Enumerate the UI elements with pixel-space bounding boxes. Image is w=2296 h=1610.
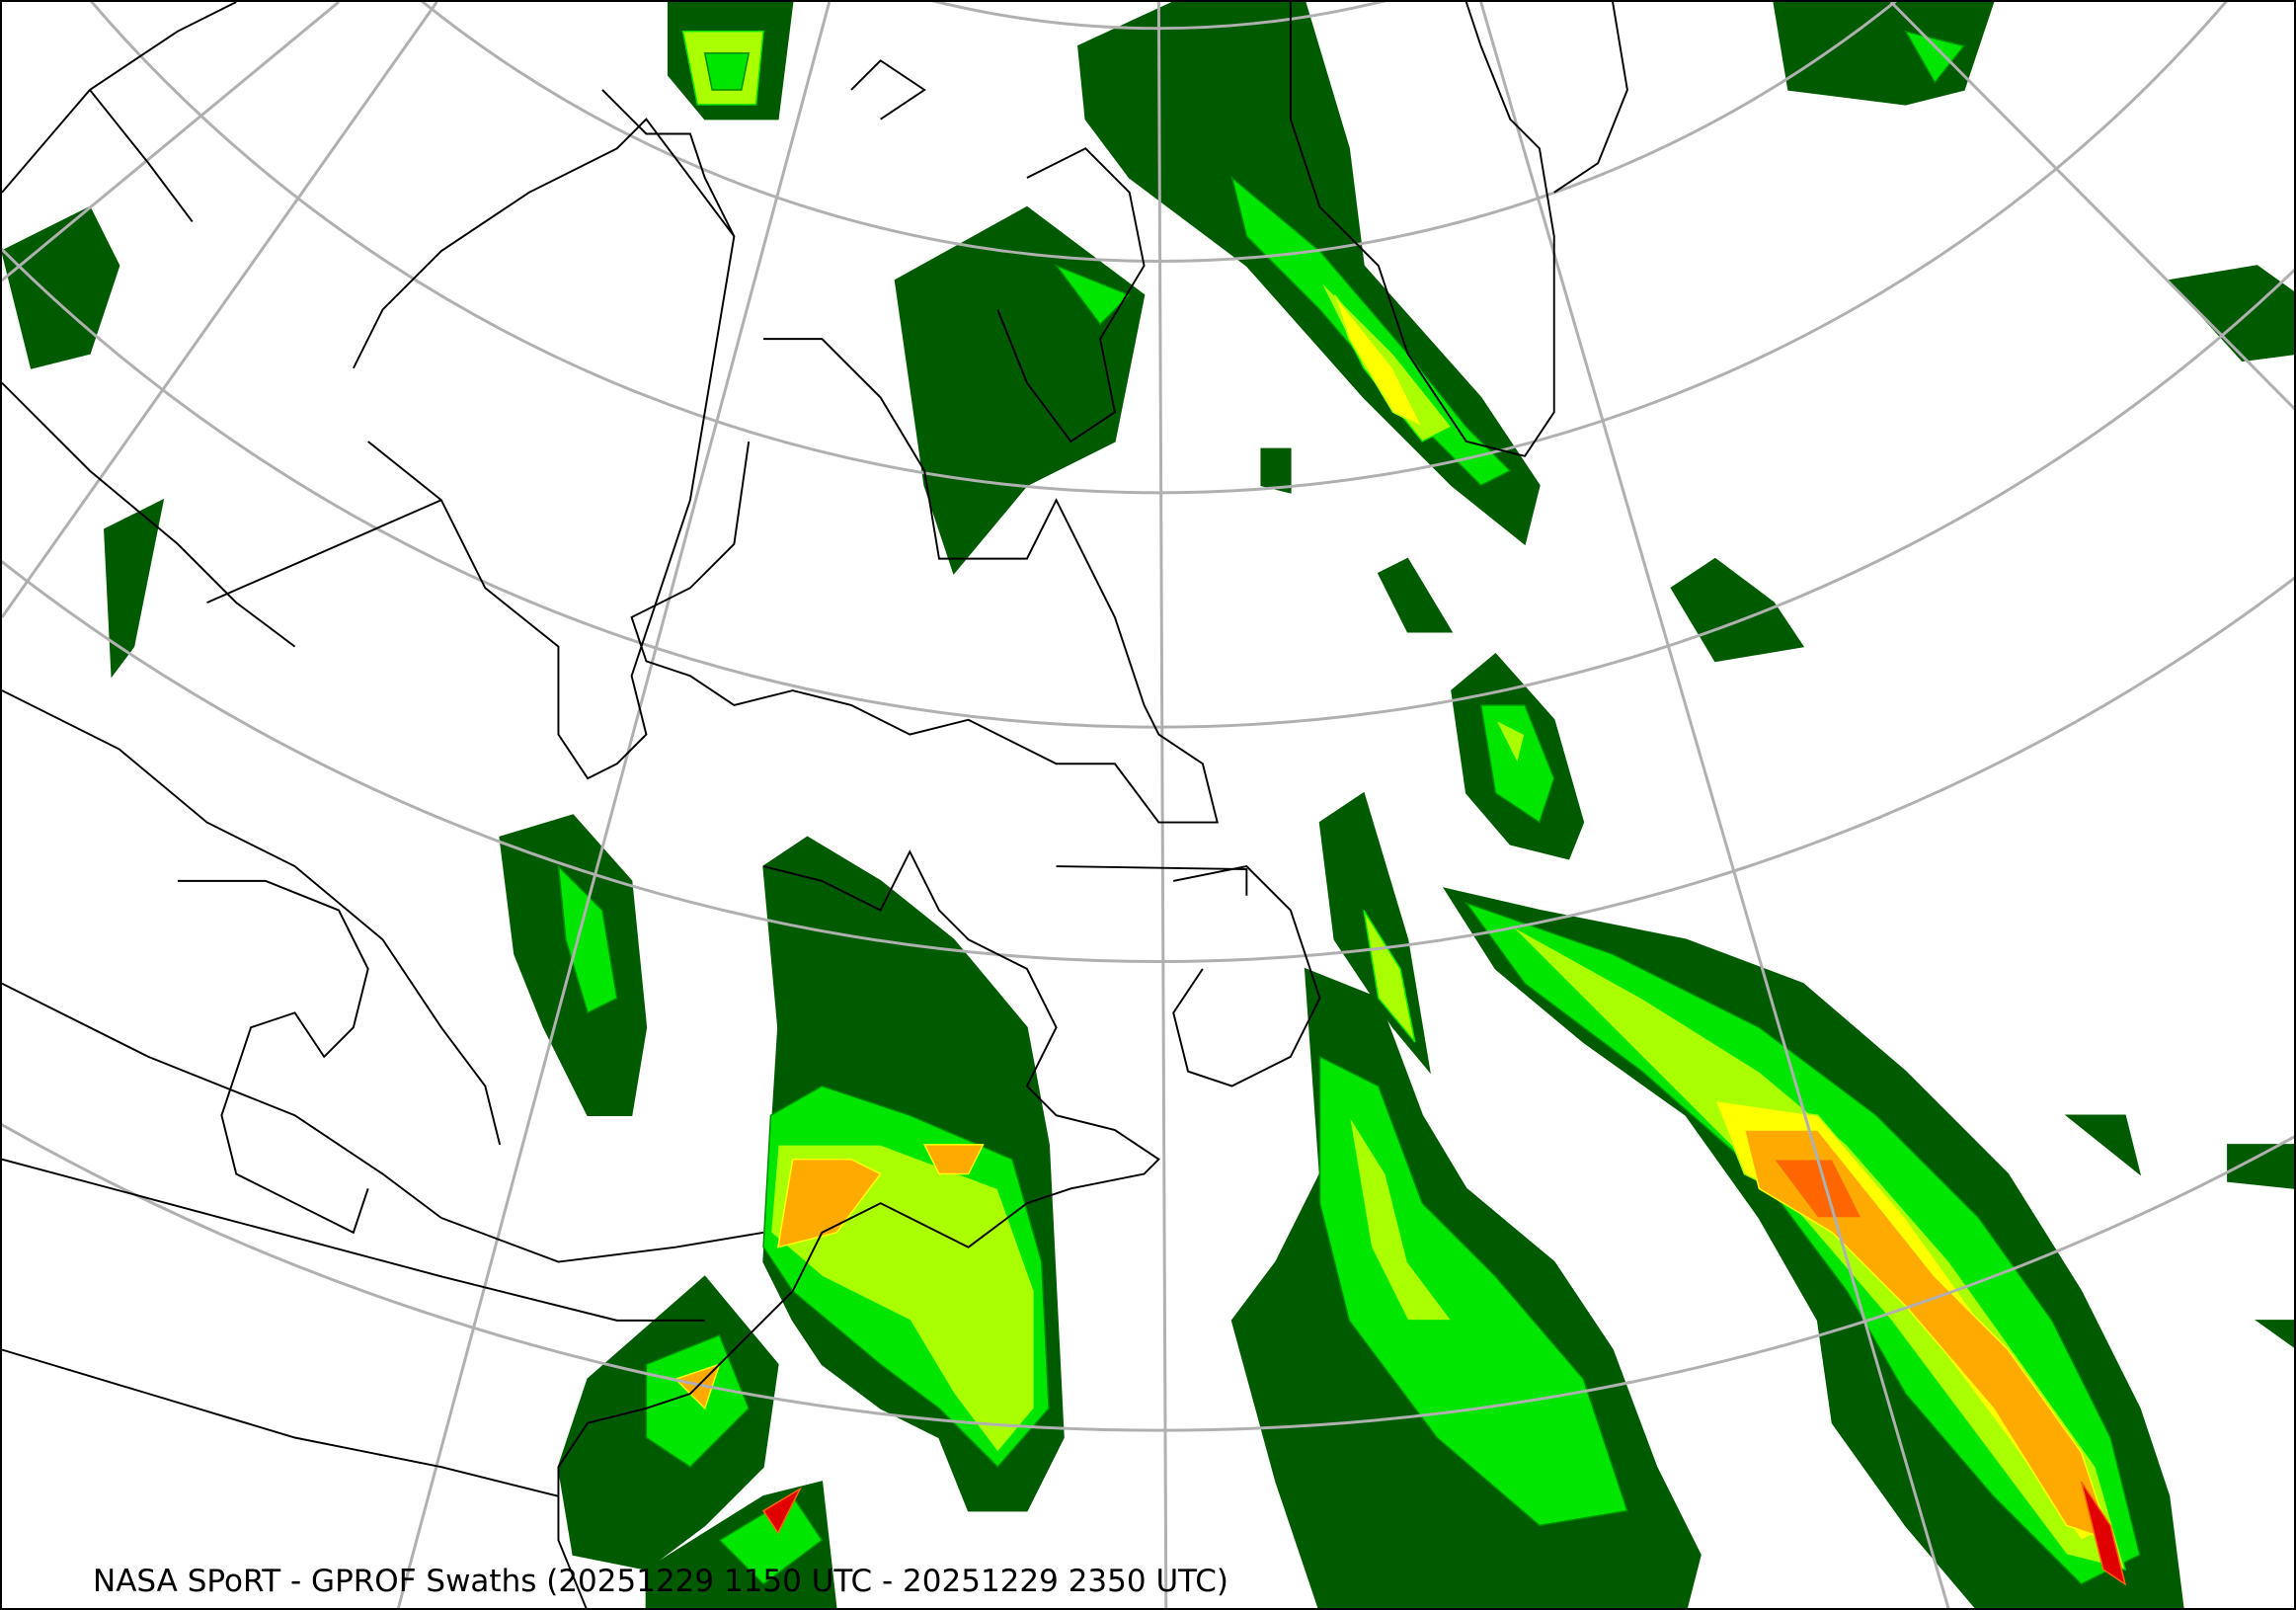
precip-cell (557, 864, 618, 1014)
precip-cell (1377, 557, 1454, 633)
precip-cell (104, 498, 165, 679)
precip-cell (776, 1158, 882, 1248)
precip-cell (1772, 1158, 1863, 1219)
latitude-line (2, 1122, 2294, 1431)
latitude-line (2, 246, 2294, 729)
coastline (557, 849, 1160, 1608)
coastline (89, 89, 194, 223)
precip-cell (2064, 1114, 2142, 1176)
coastline (2, 381, 296, 648)
precip-cell (2080, 1481, 2127, 1586)
precip-cell (761, 1487, 802, 1535)
coastline (2, 982, 442, 1219)
map-caption: NASA SPoRT - GPROF Swaths (20251229 1150… (93, 1564, 1228, 1599)
precip-cell (2, 205, 120, 369)
coastline (1289, 2, 1555, 457)
coastlines-borders (2, 2, 1628, 1608)
precip-cell (2227, 1144, 2294, 1189)
coastline (2, 1158, 705, 1322)
precip-cell (703, 52, 751, 91)
precip-cell (1773, 2, 1995, 106)
precip-cell (1348, 1114, 1454, 1322)
coastline (630, 338, 1219, 824)
coastline (1056, 865, 1248, 896)
coastline (601, 89, 736, 237)
precip-cell (1333, 294, 1424, 429)
precip-cell (2168, 265, 2294, 362)
meridian-line (396, 2, 831, 1608)
precip-cell (1260, 447, 1292, 494)
precip-cell (1318, 1055, 1628, 1527)
precip-cell (922, 1144, 985, 1175)
meridian-line (1156, 2, 1168, 1608)
precip-cell (1363, 910, 1416, 1043)
coastline (2, 2, 237, 194)
precip-cell (1904, 30, 1966, 84)
coastline (850, 59, 926, 121)
precip-cell (1670, 557, 1805, 663)
coastline (177, 879, 369, 1235)
precip-cell (2255, 1320, 2294, 1348)
coastline (1172, 865, 1321, 1087)
latitude-line (2, 559, 2294, 963)
meridian-line (2, 2, 340, 282)
coastline (2, 1348, 559, 1497)
coastline (440, 1217, 764, 1263)
coastline (2, 689, 502, 1146)
coastline (1553, 2, 1628, 194)
meridian-line (1889, 2, 2294, 411)
coastline (996, 147, 1146, 443)
coastline (353, 118, 736, 780)
precip-cell (1509, 924, 2127, 1571)
precip-cell (1493, 718, 1526, 766)
meridian-line (2, 2, 438, 618)
coastline (206, 499, 442, 604)
precip-cell (1054, 264, 1132, 326)
meridian-line (1479, 2, 1950, 1608)
latitude-line (90, 2, 2228, 494)
